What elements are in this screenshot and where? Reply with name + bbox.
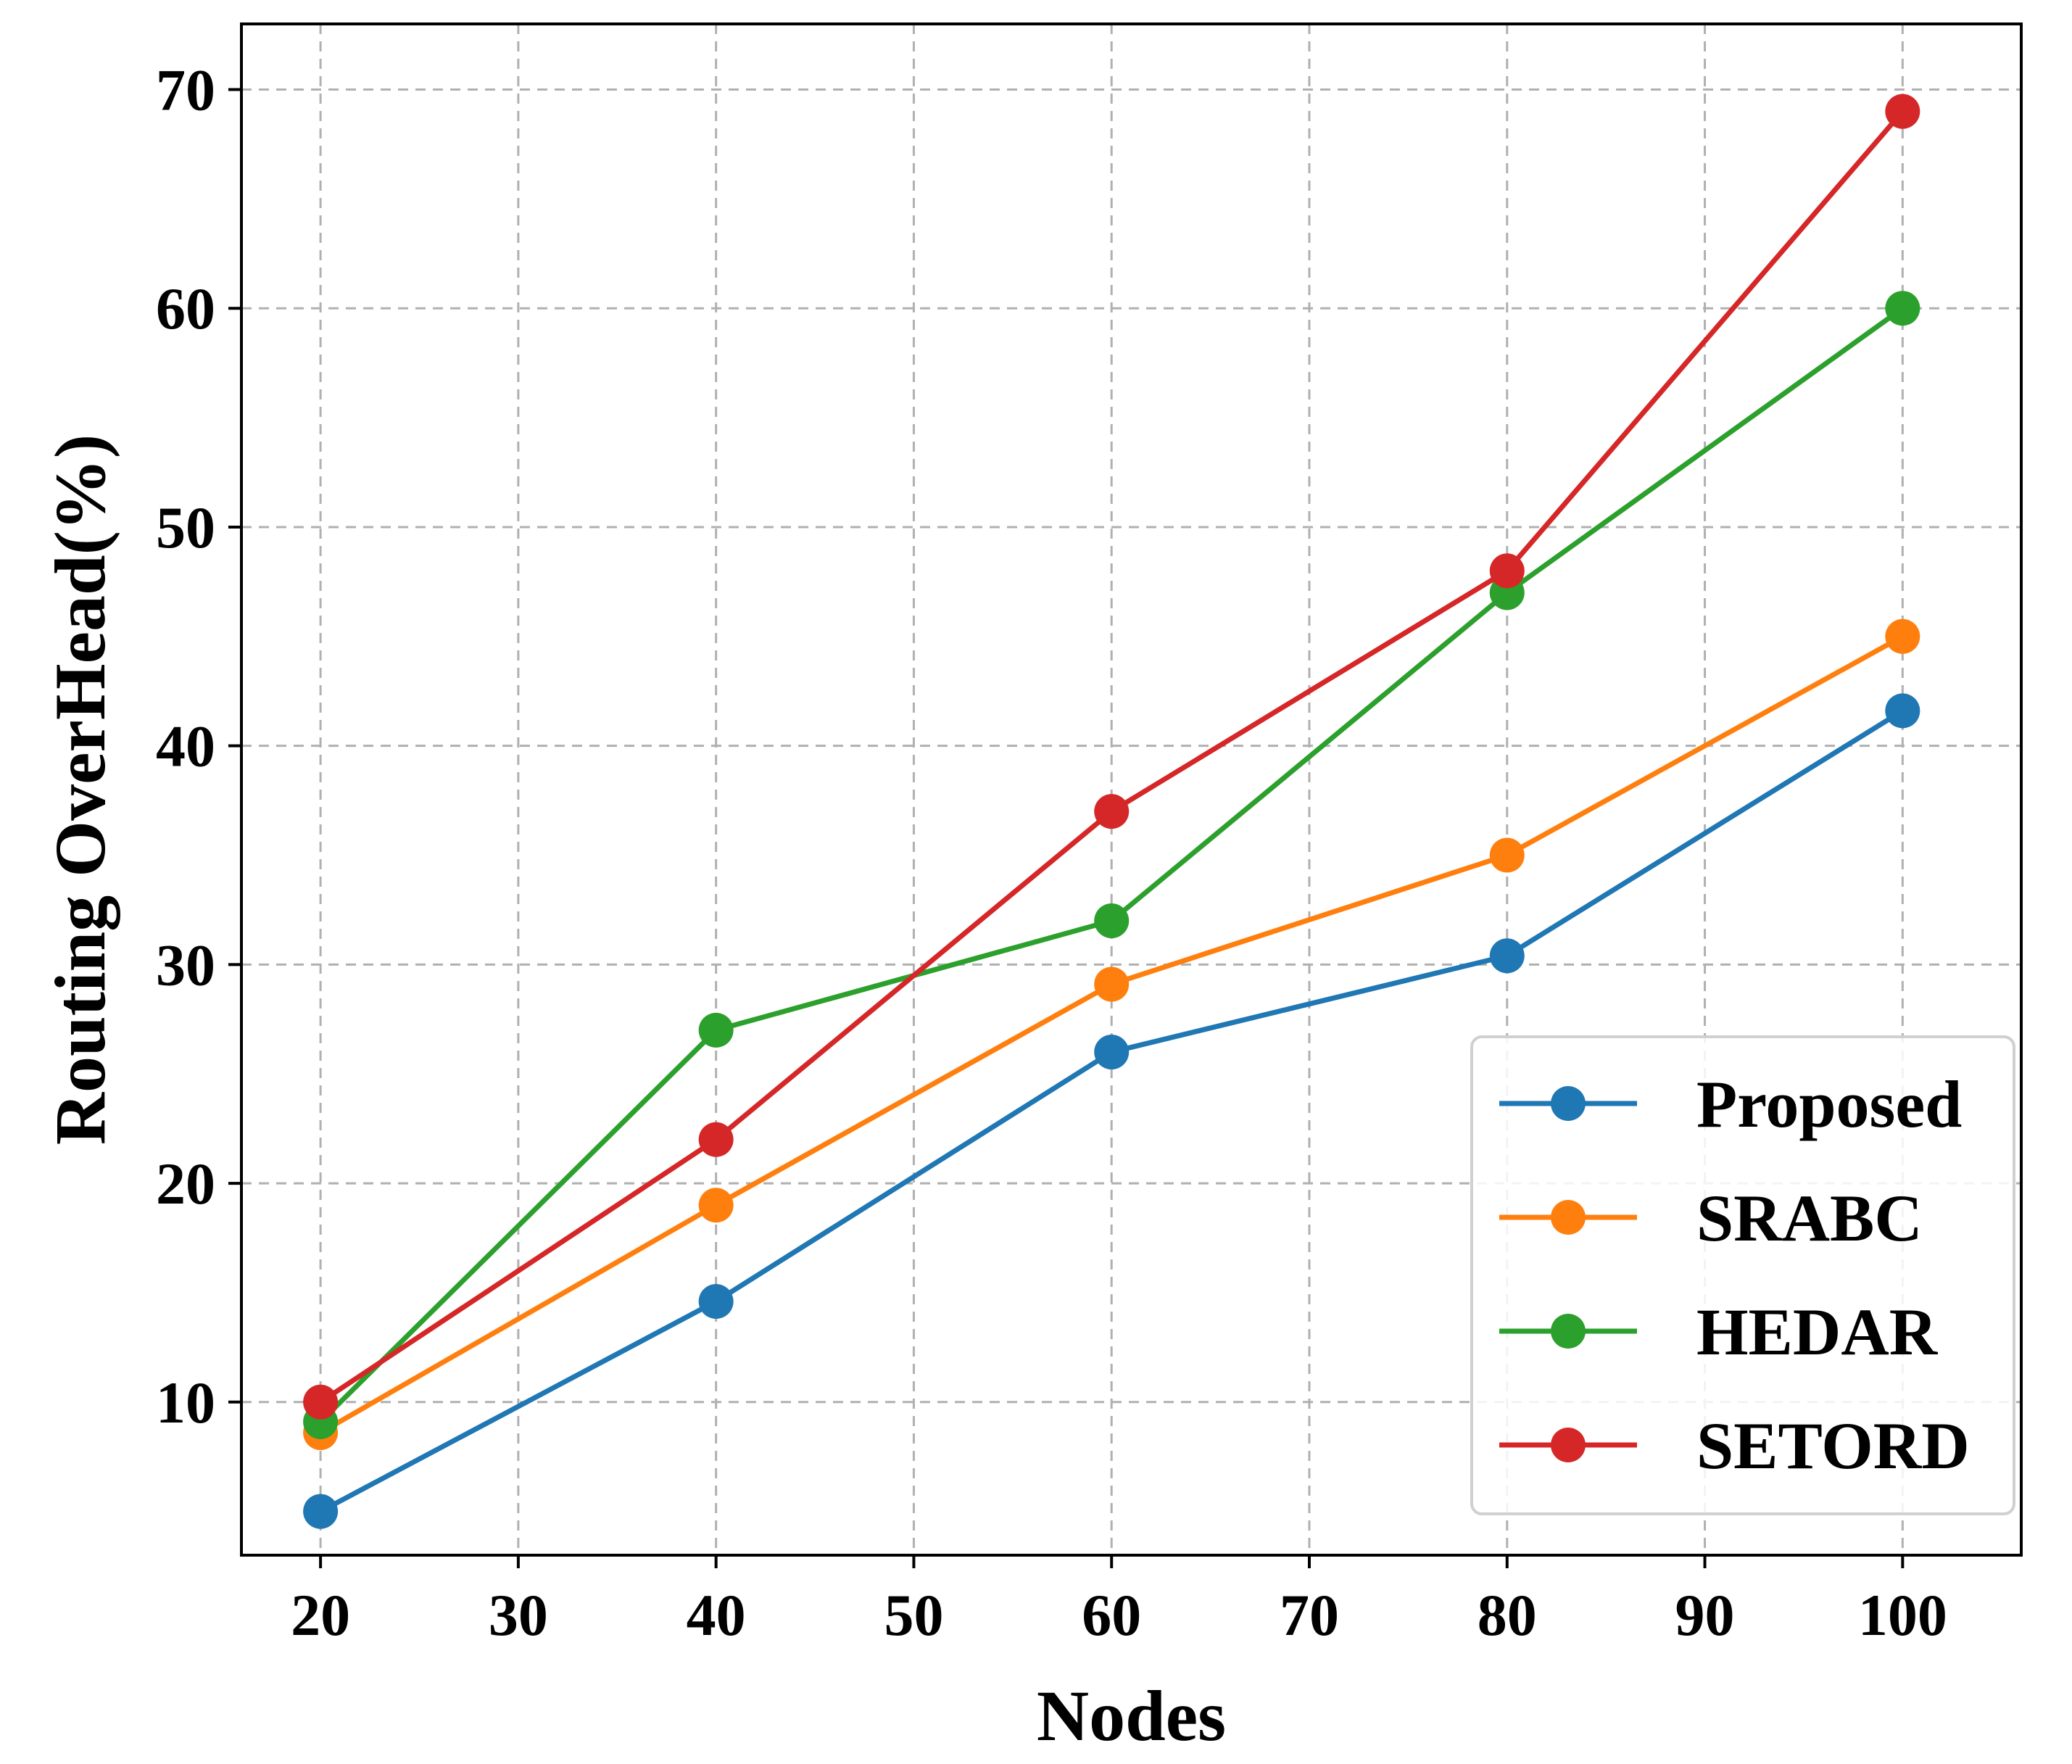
data-point <box>1885 94 1920 129</box>
y-tick-label: 70 <box>156 57 215 123</box>
legend-label: SRABC <box>1696 1181 1923 1255</box>
legend-swatch-marker <box>1551 1200 1586 1235</box>
data-point <box>1094 966 1130 1002</box>
y-tick-label: 40 <box>156 713 215 779</box>
legend-label: SETORD <box>1696 1409 1970 1483</box>
x-tick-label: 90 <box>1675 1582 1735 1648</box>
data-point <box>1885 693 1920 729</box>
legend: Proposed SRABC HEDAR SETORD <box>1470 1035 2015 1515</box>
data-point <box>1094 1035 1130 1070</box>
x-tick-label: 70 <box>1280 1582 1339 1648</box>
x-tick-label: 60 <box>1082 1582 1141 1648</box>
data-point <box>698 1012 734 1048</box>
y-tick-label: 20 <box>156 1151 215 1217</box>
x-tick-label: 30 <box>489 1582 548 1648</box>
x-tick-label: 100 <box>1858 1582 1947 1648</box>
series-layer <box>303 94 1920 1529</box>
axis-ticks: 20 30 40 50 60 70 80 90 100 10 20 30 40 50 60 70 <box>156 57 1947 1648</box>
data-point <box>698 1284 734 1320</box>
grid <box>241 24 2021 1555</box>
y-tick-label: 50 <box>156 494 215 560</box>
legend-label: Proposed <box>1696 1067 1962 1141</box>
y-axis-label: Routing OverHead(%) <box>40 434 120 1145</box>
data-point <box>1094 794 1130 829</box>
x-tick-label: 20 <box>291 1582 350 1648</box>
y-tick-label: 10 <box>156 1370 215 1436</box>
legend-box <box>1470 1035 2015 1515</box>
x-tick-label: 40 <box>687 1582 746 1648</box>
series-srabc <box>303 618 1920 1451</box>
data-point <box>698 1188 734 1223</box>
legend-item: HEDAR <box>1499 1295 1939 1369</box>
legend-item: Proposed <box>1499 1067 1962 1141</box>
data-point <box>1489 837 1525 873</box>
plot-frame <box>240 22 2023 1557</box>
data-point <box>1885 618 1920 654</box>
y-tick-label: 60 <box>156 276 215 341</box>
legend-label: HEDAR <box>1696 1295 1939 1369</box>
legend-item: SRABC <box>1499 1181 1923 1255</box>
y-tick-label: 30 <box>156 932 215 998</box>
legend-item: SETORD <box>1499 1409 1970 1483</box>
x-tick-label: 80 <box>1478 1582 1537 1648</box>
data-point <box>698 1122 734 1157</box>
legend-swatch-marker <box>1551 1428 1586 1462</box>
x-axis-label: Nodes <box>1037 1676 1226 1756</box>
x-tick-label: 50 <box>884 1582 943 1648</box>
data-point <box>303 1494 339 1529</box>
data-point <box>1489 553 1525 589</box>
data-point <box>1489 938 1525 974</box>
data-point <box>1094 903 1130 939</box>
legend-swatch-marker <box>1551 1086 1586 1121</box>
series-setord <box>303 94 1920 1420</box>
legend-swatch-marker <box>1551 1314 1586 1349</box>
data-point <box>1885 291 1920 326</box>
series-proposed <box>303 693 1920 1529</box>
data-point <box>303 1384 339 1420</box>
